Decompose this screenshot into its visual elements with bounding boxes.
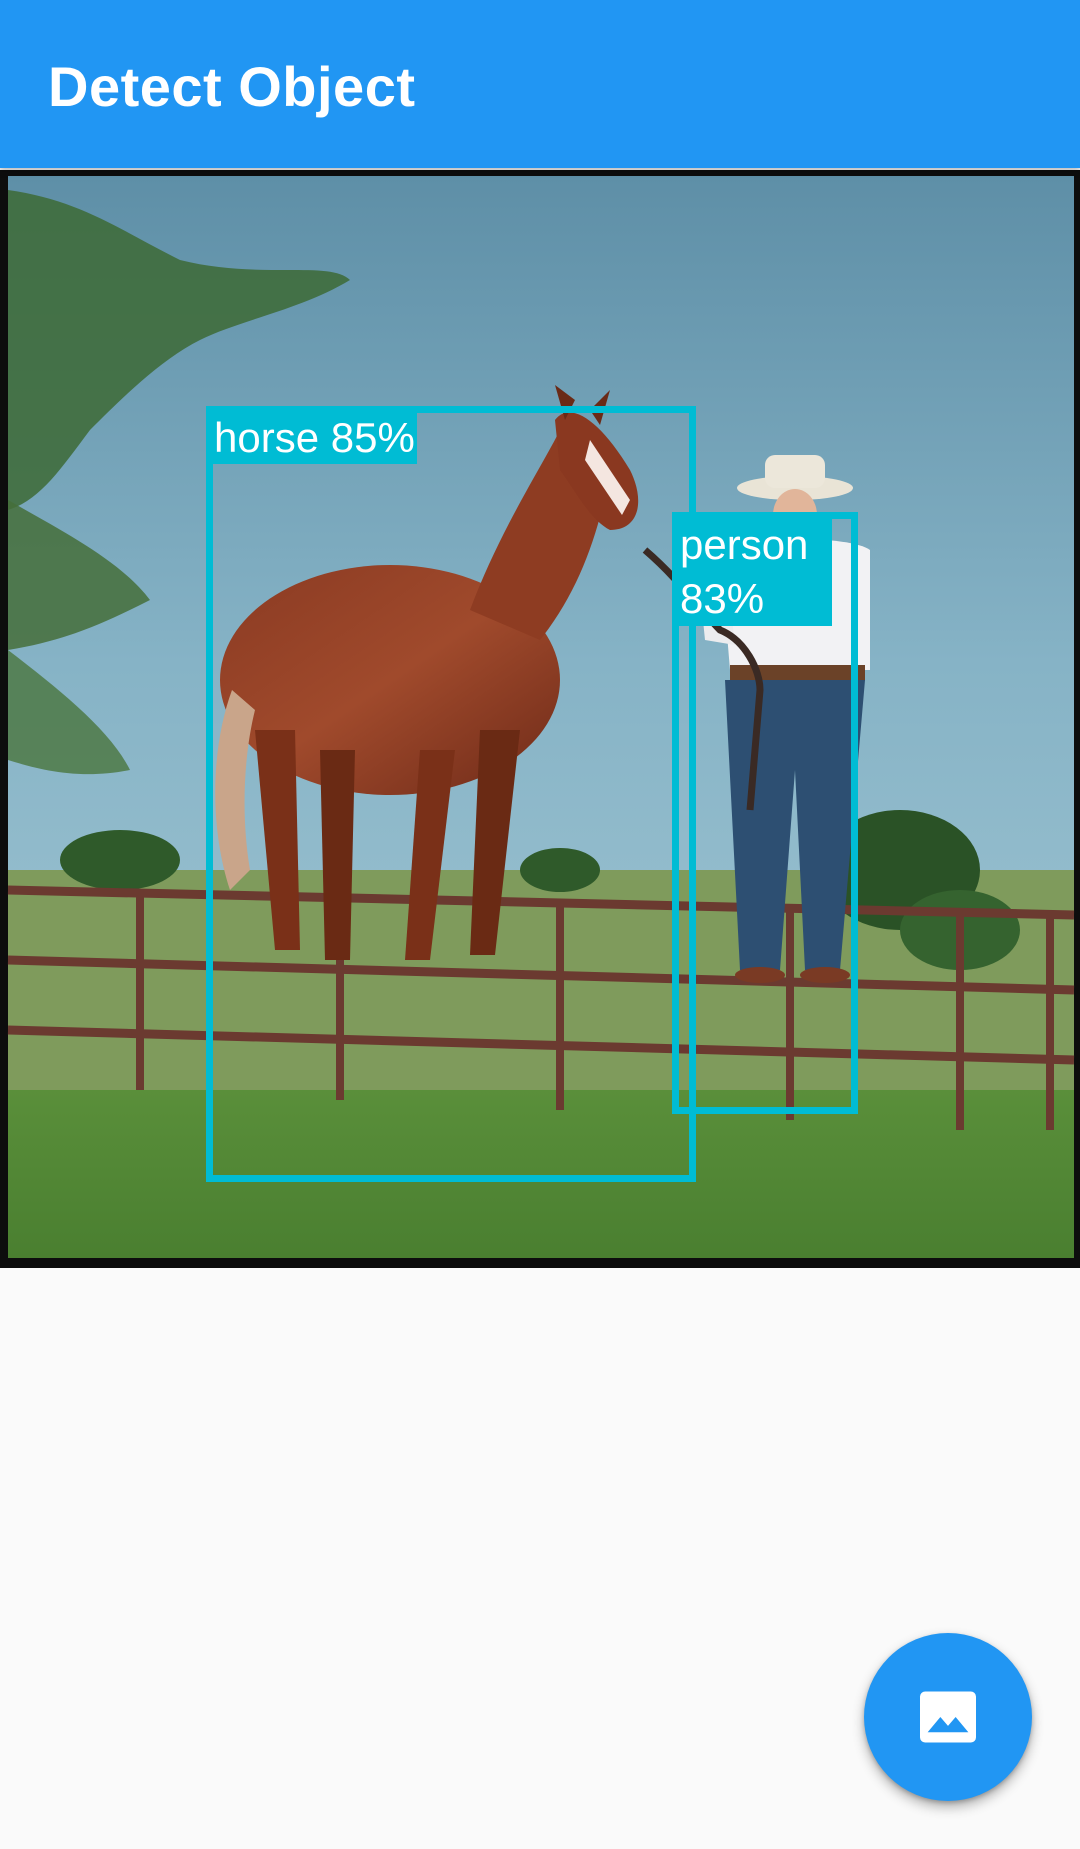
horse-illustration xyxy=(215,385,639,960)
photo-illustration xyxy=(7,176,1075,1258)
detection-label-person: person 83% xyxy=(678,518,832,626)
detection-label-horse: horse 85% xyxy=(212,412,417,464)
app-bar: Detect Object xyxy=(0,0,1080,168)
detected-photo: horse 85% person 83% xyxy=(0,170,1080,1268)
detection-box-horse xyxy=(206,406,696,1182)
pick-image-button[interactable] xyxy=(864,1633,1032,1801)
app-title: Detect Object xyxy=(48,55,416,118)
image-icon xyxy=(920,1691,976,1743)
detection-box-person xyxy=(672,512,858,1114)
